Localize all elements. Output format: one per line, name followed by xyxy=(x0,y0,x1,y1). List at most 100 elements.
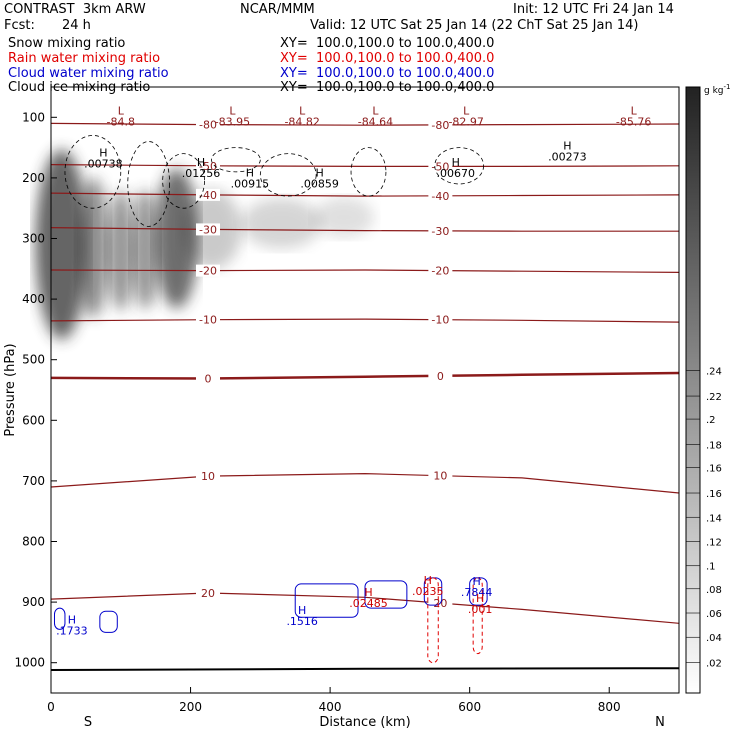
colorbar-tick-label-7: .16 xyxy=(706,489,722,500)
temp-label-5-0: -10 xyxy=(199,314,217,327)
temp-contour-7 xyxy=(50,472,680,494)
colorbar: g kg-1 .02 .04 .06 .08 .1 .12 .14 .16 .16 .18 .2 .2… xyxy=(685,83,730,694)
cloud-water-contour-3 xyxy=(364,580,408,609)
temp-label-5-1: -10 xyxy=(431,314,449,327)
rain-label-kind-2: H xyxy=(476,592,484,605)
low-label-kind-4: L xyxy=(463,104,470,117)
cloud-water-label-value-1: .1516 xyxy=(286,615,318,628)
rain-contour-1 xyxy=(472,577,483,655)
temperature-contours: -80 -80 -50 -50 -40 -40 -30 -30 -20 -20 -10 -10 0 0 10… xyxy=(50,118,680,624)
colorbar-tick-label-9: .18 xyxy=(706,441,722,452)
ice-contour-6 xyxy=(434,147,485,185)
temp-label-bg-0-1 xyxy=(428,118,453,131)
rain-contours xyxy=(427,577,483,664)
temp-contour-0 xyxy=(50,122,680,126)
temp-label-0-0: -80 xyxy=(199,119,217,132)
ice-contour-1 xyxy=(127,141,171,227)
y-tick-label-0: 100 xyxy=(22,110,45,124)
temp-label-bg-6-1 xyxy=(428,369,453,382)
colorbar-tick-label-2: .06 xyxy=(706,609,722,620)
temp-label-bg-1-0 xyxy=(196,159,220,172)
cloud-water-contour-1 xyxy=(99,610,118,633)
ground-line-path xyxy=(50,667,680,671)
colorbar-tick-label-12: .24 xyxy=(706,367,722,378)
y-tick-label-9: 1000 xyxy=(14,656,45,670)
temp-label-bg-8-0 xyxy=(196,587,220,600)
axes: 0 200 400 600 800100200300400500600700800900… xyxy=(14,110,620,714)
high-label-value-1: .01256 xyxy=(182,167,221,180)
temp-label-bg-4-1 xyxy=(428,264,453,277)
rain-label-value-0: .02485 xyxy=(349,597,388,610)
cloud-water-label-kind-1: H xyxy=(298,604,306,617)
header-title: CONTRAST 3km ARW xyxy=(4,2,146,17)
cloud-water-contour-0 xyxy=(53,607,66,630)
cloud-water-label-value-0: .1733 xyxy=(56,624,88,637)
low-label-kind-5: L xyxy=(631,104,638,117)
field-name-rain: Rain water mixing ratio xyxy=(8,51,161,66)
header-fcst-label: Fcst: xyxy=(4,18,35,33)
high-label-value-0: .00738 xyxy=(84,158,123,171)
snow-blob-0 xyxy=(35,149,88,340)
x-axis-title: Distance (km) xyxy=(319,715,410,730)
high-label-kind-1: H xyxy=(197,156,205,169)
temp-label-3-1: -30 xyxy=(431,225,449,238)
colorbar-tick-label-11: .22 xyxy=(706,392,722,403)
y-tick-label-3: 400 xyxy=(22,292,45,306)
temp-label-bg-5-1 xyxy=(428,313,453,326)
temp-label-bg-6-0 xyxy=(196,372,220,385)
y-tick-label-7: 800 xyxy=(22,535,45,549)
field-xy-rain: XY= 100.0,100.0 to 100.0,400.0 xyxy=(280,51,495,66)
rain-label-value-2: .001 xyxy=(468,603,493,616)
cloud-ice-contours xyxy=(64,135,485,227)
low-label-kind-3: L xyxy=(372,104,379,117)
colorbar-tick-label-10: .2 xyxy=(706,415,716,426)
temp-label-bg-1-1 xyxy=(428,160,453,173)
temp-label-bg-5-0 xyxy=(196,313,220,326)
colorbar-tick-label-6: .14 xyxy=(706,513,722,524)
ice-contour-2 xyxy=(162,153,205,209)
temp-contour-2 xyxy=(50,192,680,197)
high-label-kind-4: H xyxy=(452,156,460,169)
temp-label-1-1: -50 xyxy=(431,160,449,173)
high-label-value-4: .00670 xyxy=(436,167,475,180)
colorbar-unit: g kg-1 xyxy=(704,83,730,96)
temp-label-bg-0-0 xyxy=(196,118,220,131)
temp-label-6-0: 0 xyxy=(205,372,212,385)
colorbar-tick-label-0: .02 xyxy=(706,659,722,670)
temp-label-6-1: 0 xyxy=(437,370,444,383)
field-name-cloud-water: Cloud water mixing ratio xyxy=(8,66,169,81)
high-label-value-2: .00915 xyxy=(231,178,270,191)
colorbar-tick-label-1: .04 xyxy=(706,633,722,644)
x-end-right: N xyxy=(655,715,665,730)
colorbar-tick-label-3: .08 xyxy=(706,585,722,596)
rain-label-kind-0: H xyxy=(364,586,372,599)
x-tick-label-2: 400 xyxy=(319,700,342,714)
colorbar-gradient xyxy=(685,86,701,694)
colorbar-tick-label-8: .16 xyxy=(706,464,722,475)
temp-label-7-1: 10 xyxy=(433,470,447,483)
temp-label-bg-3-1 xyxy=(428,224,453,237)
temp-label-bg-2-1 xyxy=(428,189,453,202)
y-tick-label-6: 700 xyxy=(22,474,45,488)
y-tick-label-1: 200 xyxy=(22,171,45,185)
temp-label-8-0: 20 xyxy=(201,587,215,600)
temp-label-2-1: -40 xyxy=(431,190,449,203)
y-tick-label-4: 500 xyxy=(22,353,45,367)
snow-blob-2 xyxy=(106,190,135,311)
snow-blob-7 xyxy=(314,197,375,238)
field-xy-snow: XY= 100.0,100.0 to 100.0,400.0 xyxy=(280,36,495,51)
low-label-kind-0: L xyxy=(118,104,125,117)
header-valid: Valid: 12 UTC Sat 25 Jan 14 (22 ChT Sat … xyxy=(310,18,639,33)
low-label-value-3: -84.64 xyxy=(358,115,393,128)
field-name-snow: Snow mixing ratio xyxy=(8,36,126,51)
ground-line xyxy=(50,667,680,671)
rain-contour-0 xyxy=(427,577,439,664)
temp-label-4-0: -20 xyxy=(199,265,217,278)
y-tick-label-8: 900 xyxy=(22,595,45,609)
cloud-water-contour-2 xyxy=(294,583,359,618)
cloud-water-label-value-2: .7844 xyxy=(461,586,493,599)
high-label-kind-2: H xyxy=(246,167,254,180)
header-center: NCAR/MMM xyxy=(240,2,315,17)
temp-label-7-0: 10 xyxy=(201,470,215,483)
